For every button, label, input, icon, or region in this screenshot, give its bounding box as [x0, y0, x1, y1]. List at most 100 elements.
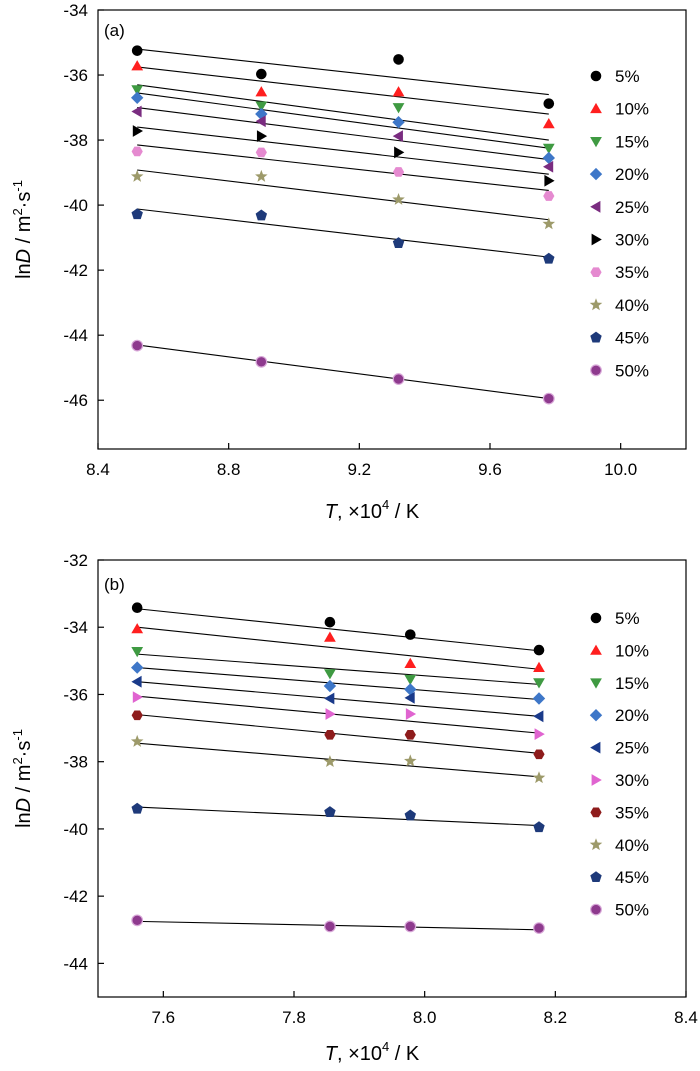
data-point-a-40pct — [542, 217, 556, 230]
y-tick-label-b: -40 — [63, 820, 88, 839]
data-point-a-35pct — [131, 146, 143, 157]
fit-line-a-15pct — [137, 84, 549, 141]
data-point-a-30pct — [544, 174, 555, 187]
data-point-a-45pct — [131, 208, 143, 220]
fit-line-b-30pct — [137, 695, 540, 734]
x-tick-label-a: 8.4 — [86, 460, 110, 479]
panel-label-a: (a) — [104, 21, 125, 40]
data-point-a-10pct — [542, 118, 555, 129]
fit-line-a-40pct — [137, 169, 549, 221]
data-point-b-15pct — [404, 674, 417, 686]
legend-marker-a-50pct — [590, 364, 602, 377]
legend-label-b: 50% — [615, 901, 649, 920]
fit-line-b-20pct — [137, 667, 540, 701]
legend-label-a: 50% — [615, 361, 649, 380]
data-point-a-40pct — [392, 192, 405, 205]
data-point-a-10pct — [392, 86, 405, 97]
y-tick-label-a: -40 — [63, 196, 88, 215]
data-point-b-10pct — [131, 623, 144, 634]
legend-marker-b-20pct — [589, 709, 603, 722]
data-point-a-15pct — [255, 101, 268, 112]
fit-line-a-45pct — [137, 208, 549, 258]
legend-label-a: 35% — [615, 263, 649, 282]
y-tick-label-b: -32 — [63, 551, 88, 570]
data-point-b-20pct — [404, 683, 417, 696]
fit-line-a-50pct — [137, 344, 549, 400]
data-point-a-45pct — [255, 209, 268, 221]
legend-marker-b-10pct — [590, 644, 602, 655]
legend-marker-a-15pct — [590, 137, 602, 148]
legend-marker-b-15pct — [590, 678, 602, 689]
legend-label-a: 15% — [615, 132, 649, 151]
panel-label-b: (b) — [104, 575, 125, 594]
legend-label-b: 30% — [615, 771, 649, 790]
data-point-b-45pct — [404, 809, 416, 821]
fit-line-a-25pct — [137, 107, 549, 161]
data-point-a-5pct — [131, 45, 143, 56]
x-tick-label-b: 8.4 — [674, 1008, 698, 1027]
x-axis-label-b: T, ×104 / K — [325, 1039, 420, 1065]
data-point-a-20pct — [392, 115, 405, 129]
legend-label-b: 45% — [615, 868, 649, 887]
legend-marker-a-5pct — [590, 70, 602, 82]
legend-label-a: 45% — [615, 329, 649, 348]
legend-label-a: 5% — [615, 67, 640, 86]
y-tick-label-b: -38 — [63, 753, 88, 772]
x-tick-label-b: 7.8 — [282, 1008, 306, 1027]
data-point-a-30pct — [394, 146, 405, 159]
legend-marker-a-10pct — [590, 102, 602, 114]
data-point-b-15pct — [324, 669, 336, 680]
data-point-b-35pct — [533, 749, 545, 760]
data-point-a-25pct — [131, 105, 142, 118]
y-axis-label-a: lnD / m2·s-1 — [10, 180, 35, 279]
data-point-b-45pct — [533, 821, 545, 833]
y-tick-label-b: -36 — [63, 685, 88, 704]
data-point-b-40pct — [130, 734, 144, 747]
data-point-a-20pct — [255, 107, 268, 121]
legend-marker-a-40pct — [589, 298, 603, 311]
data-point-a-10pct — [131, 60, 144, 71]
x-tick-label-a: 10.0 — [604, 460, 637, 479]
data-point-a-25pct — [392, 130, 403, 143]
x-tick-label-b: 7.6 — [152, 1008, 176, 1027]
legend-label-b: 35% — [615, 803, 649, 822]
data-point-b-35pct — [324, 729, 336, 740]
data-point-b-30pct — [534, 728, 545, 741]
fit-line-a-35pct — [137, 144, 549, 192]
data-point-a-25pct — [255, 115, 266, 128]
data-point-a-15pct — [392, 103, 405, 114]
legend-marker-b-30pct — [591, 774, 602, 786]
data-point-a-30pct — [256, 130, 268, 143]
data-point-a-45pct — [392, 237, 405, 249]
legend-label-a: 40% — [615, 296, 649, 315]
data-point-a-25pct — [543, 160, 554, 173]
legend-label-a: 20% — [615, 165, 649, 184]
data-point-b-25pct — [404, 691, 415, 704]
data-point-b-50pct — [533, 922, 545, 934]
data-point-a-35pct — [543, 191, 555, 201]
legend-marker-a-35pct — [590, 267, 602, 278]
legend-marker-a-25pct — [590, 200, 601, 213]
legend-label-b: 25% — [615, 739, 649, 758]
data-point-b-45pct — [324, 806, 336, 817]
fit-line-a-5pct — [137, 48, 549, 96]
x-tick-label-a: 9.6 — [478, 460, 502, 479]
y-tick-label-a: -38 — [63, 131, 88, 150]
data-point-b-5pct — [324, 616, 336, 628]
legend-label-a: 10% — [615, 100, 649, 119]
data-point-a-35pct — [392, 167, 405, 177]
y-tick-label-b: -42 — [63, 887, 88, 906]
data-point-a-15pct — [542, 143, 555, 154]
data-point-b-40pct — [404, 754, 417, 767]
legend-marker-b-50pct — [590, 903, 602, 916]
data-point-b-35pct — [404, 729, 416, 740]
data-point-a-10pct — [255, 86, 268, 97]
data-point-a-50pct — [542, 392, 555, 405]
data-point-b-30pct — [132, 691, 143, 704]
fit-line-a-10pct — [137, 66, 549, 115]
y-tick-label-b: -34 — [63, 618, 88, 637]
chart-panel-a: (a) -34 -36 -38 -40 -42 -44 -46 8.4 8.8 9.2 9.6 10.0… — [10, 1, 687, 523]
legend-label-b: 20% — [615, 706, 649, 725]
data-point-b-25pct — [533, 710, 544, 723]
data-point-a-20pct — [131, 91, 144, 104]
